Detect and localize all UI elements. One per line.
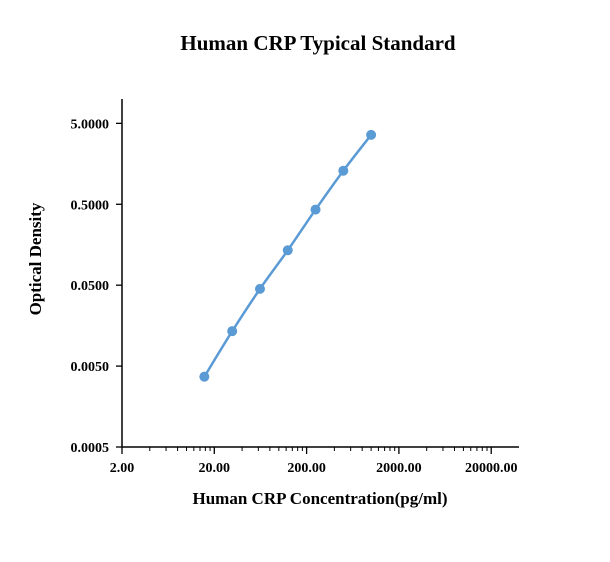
y-tick-label: 0.0005	[71, 441, 110, 456]
axes: 0.0005 0.0050 0.0500 0.5000 5.0000 2.00 20.00 2…	[71, 99, 519, 476]
y-axis-label: Optical Density	[26, 202, 45, 315]
y-tick-label: 0.0050	[71, 360, 110, 375]
y-tick-label: 0.5000	[71, 198, 110, 213]
x-tick-label: 2.00	[110, 461, 135, 476]
data-point	[366, 129, 377, 140]
data-point	[254, 283, 265, 294]
chart-title: Human CRP Typical Standard	[180, 31, 456, 55]
data-series	[199, 129, 377, 382]
x-tick-label: 20000.00	[465, 461, 518, 476]
y-tick-label: 5.0000	[71, 117, 110, 132]
data-point	[310, 204, 321, 215]
data-point	[227, 326, 238, 337]
x-tick-label: 200.00	[287, 461, 326, 476]
x-tick-label: 20.00	[199, 461, 231, 476]
data-point	[338, 165, 349, 176]
data-point	[199, 371, 210, 382]
x-axis-label: Human CRP Concentration(pg/ml)	[193, 489, 448, 508]
x-tick-label: 2000.00	[376, 461, 422, 476]
data-point	[282, 245, 293, 256]
y-tick-label: 0.0500	[71, 279, 110, 294]
